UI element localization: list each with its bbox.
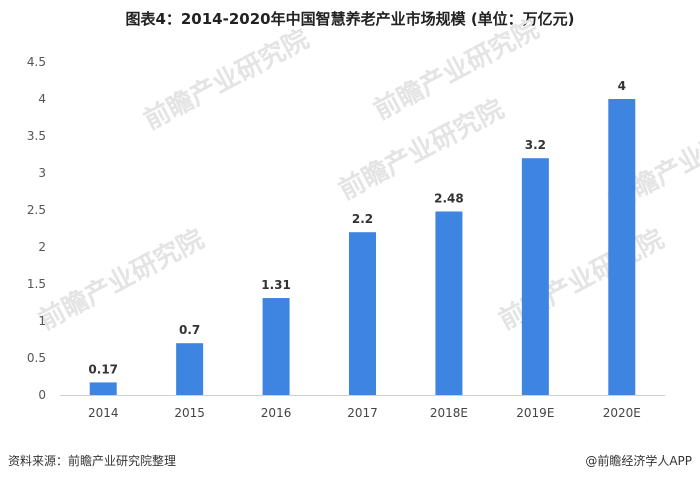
watermark-text: 前瞻产业研究院 xyxy=(334,93,509,206)
watermark-text: 前瞻产业研究院 xyxy=(369,13,544,126)
bar xyxy=(176,343,204,395)
bar xyxy=(349,232,376,395)
data-label: 2.2 xyxy=(352,212,373,226)
chart-title: 图表4：2014-2020年中国智慧养老产业市场规模 (单位：万亿元) xyxy=(125,10,575,28)
bar xyxy=(521,158,549,395)
x-tick-label: 2016 xyxy=(261,406,292,420)
y-tick-label: 4.5 xyxy=(27,55,46,69)
bar-series: 0.17 0.7 1.31 2.2 2.48 3.2 4 xyxy=(88,79,636,395)
y-tick-label: 1.5 xyxy=(27,277,46,291)
bar xyxy=(262,298,290,395)
y-tick-label: 2 xyxy=(38,240,46,254)
y-axis: 0 0.5 1 1.5 2 2.5 3 3.5 4 4.5 xyxy=(27,55,46,402)
y-tick-label: 4 xyxy=(38,92,46,106)
credit-note: @前瞻经济学人APP xyxy=(585,454,692,468)
source-note: 资料来源：前瞻产业研究院整理 xyxy=(8,454,177,468)
data-label: 4 xyxy=(618,79,626,93)
bar xyxy=(435,211,463,395)
data-label: 0.7 xyxy=(179,323,200,337)
x-tick-label: 2017 xyxy=(347,406,378,420)
bar xyxy=(89,382,117,395)
x-axis: 2014 2015 2016 2017 2018E 2019E 2020E xyxy=(88,406,641,420)
x-tick-label: 2018E xyxy=(430,406,468,420)
data-label: 3.2 xyxy=(525,138,546,152)
y-tick-label: 2.5 xyxy=(27,203,46,217)
watermark-text: 前瞻产业研究院 xyxy=(34,223,209,336)
x-tick-label: 2020E xyxy=(603,406,641,420)
y-tick-label: 3.5 xyxy=(27,129,46,143)
data-label: 1.31 xyxy=(261,278,291,292)
y-tick-label: 3 xyxy=(38,166,46,180)
bar xyxy=(608,99,636,395)
y-tick-label: 0 xyxy=(38,388,46,402)
y-tick-label: 1 xyxy=(38,314,46,328)
watermark-text: 前瞻产业研究院 xyxy=(139,23,314,136)
data-label: 2.48 xyxy=(434,191,464,205)
y-tick-label: 0.5 xyxy=(27,351,46,365)
x-tick-label: 2014 xyxy=(88,406,119,420)
watermark-text: 前瞻产业研究院 xyxy=(494,223,669,336)
x-tick-label: 2015 xyxy=(174,406,205,420)
data-label: 0.17 xyxy=(88,362,118,376)
x-tick-label: 2019E xyxy=(516,406,554,420)
